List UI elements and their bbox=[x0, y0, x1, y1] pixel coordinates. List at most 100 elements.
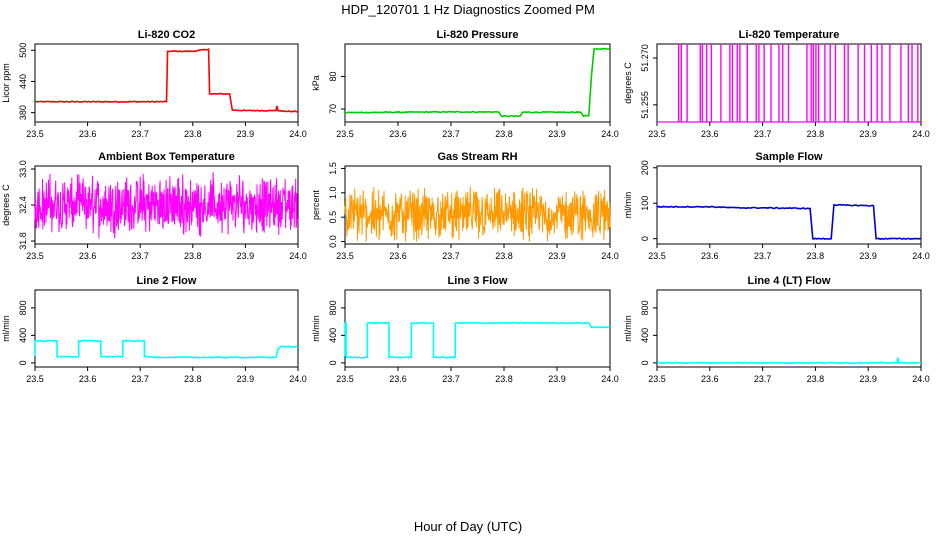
panel-4-ylabel: degrees C bbox=[1, 184, 11, 226]
panel-7-frame bbox=[34, 289, 299, 368]
panel-7-ytick-label-2: 400 bbox=[18, 328, 28, 343]
panel-8-xtick-label-6: 24.0 bbox=[601, 374, 619, 384]
panel-1-title: Li-820 CO2 bbox=[138, 29, 195, 41]
panel-2-xtick-label-4: 23.8 bbox=[495, 129, 513, 139]
panel-8-frame bbox=[344, 289, 611, 368]
panel-7-xtick-label-4: 23.8 bbox=[184, 374, 202, 384]
panel-8-xtick-label-3: 23.7 bbox=[442, 374, 460, 384]
panels: Li-820 CO2 Licor ppm 23.5 23.6 23.7 23.8 23.9 2… bbox=[1, 29, 930, 384]
panel-7-series-1 bbox=[34, 339, 299, 359]
panel-8-series-1 bbox=[344, 321, 611, 359]
panel-9-xtick-label-4: 23.8 bbox=[807, 374, 825, 384]
panel-9-series-1 bbox=[656, 357, 922, 365]
panel-5-ytick-label-1: 0.0 bbox=[328, 235, 338, 248]
panel-6-ytick-label-2: 100 bbox=[640, 196, 650, 211]
panel-5-xtick-label-2: 23.6 bbox=[389, 251, 407, 261]
panel-9-frame bbox=[656, 289, 922, 368]
panel-4-ytick-label-1: 31.8 bbox=[18, 232, 28, 250]
panel-3-xtick-label-5: 23.9 bbox=[859, 129, 877, 139]
panel-6-xtick-label-1: 23.5 bbox=[648, 251, 666, 261]
panel-2-series-1 bbox=[344, 47, 611, 118]
panel-5-ytick-label-3: 1.0 bbox=[328, 187, 338, 200]
panel-7-ytick-label-3: 800 bbox=[18, 300, 28, 315]
panel-6-ytick-label-1: 0 bbox=[640, 236, 650, 241]
panel-8-ylabel: ml/min bbox=[311, 315, 321, 342]
panel-1-xtick-label-4: 23.8 bbox=[184, 129, 202, 139]
panel-9-ytick-label-1: 0 bbox=[640, 360, 650, 365]
panel-7-xtick-label-2: 23.6 bbox=[79, 374, 97, 384]
panel-3: Li-820 Temperature degrees C 23.5 23.6 23.7 2… bbox=[623, 29, 930, 139]
panel-6-ytick-label-3: 200 bbox=[640, 160, 650, 175]
panel-1-series-1 bbox=[34, 47, 299, 113]
panel-9-title: Line 4 (LT) Flow bbox=[748, 275, 831, 287]
panel-3-xtick-label-3: 23.7 bbox=[754, 129, 772, 139]
panel-8-xtick-label-4: 23.8 bbox=[495, 374, 513, 384]
panel-2-title: Li-820 Pressure bbox=[437, 29, 519, 41]
panel-1-xtick-label-6: 24.0 bbox=[289, 129, 307, 139]
panel-7: Line 2 Flow ml/min 23.5 23.6 23.7 23.8 23.9 24.… bbox=[1, 275, 307, 384]
panel-3-ytick-label-1: 51.255 bbox=[640, 91, 650, 119]
panel-9-xtick-label-6: 24.0 bbox=[912, 374, 930, 384]
panel-1-ytick-label-1: 380 bbox=[18, 105, 28, 120]
panel-3-xtick-label-2: 23.6 bbox=[701, 129, 719, 139]
panel-8-ytick-label-2: 400 bbox=[328, 328, 338, 343]
panel-2-ylabel: kPa bbox=[311, 75, 321, 91]
panel-4-xtick-label-6: 24.0 bbox=[289, 251, 307, 261]
panel-3-ytick-label-2: 51.270 bbox=[640, 44, 650, 72]
panel-1-ytick-label-2: 440 bbox=[18, 74, 28, 89]
panel-4-ytick-label-2: 32.4 bbox=[18, 196, 28, 214]
panel-1-xtick-label-1: 23.5 bbox=[26, 129, 44, 139]
panel-5-xtick-label-1: 23.5 bbox=[336, 251, 354, 261]
panel-8-xtick-label-5: 23.9 bbox=[548, 374, 566, 384]
panel-5-ytick-label-4: 1.5 bbox=[328, 162, 338, 175]
panel-7-title: Line 2 Flow bbox=[137, 275, 197, 287]
panel-9-ytick-label-3: 800 bbox=[640, 300, 650, 315]
panel-1: Li-820 CO2 Licor ppm 23.5 23.6 23.7 23.8 23.9 2… bbox=[1, 29, 307, 139]
panel-4-xtick-label-1: 23.5 bbox=[26, 251, 44, 261]
panel-7-ytick-label-1: 0 bbox=[18, 360, 28, 365]
panel-7-xtick-label-6: 24.0 bbox=[289, 374, 307, 384]
panel-1-frame bbox=[34, 43, 299, 123]
panel-6-xtick-label-2: 23.6 bbox=[701, 251, 719, 261]
panel-2-xtick-label-3: 23.7 bbox=[442, 129, 460, 139]
panel-4: Ambient Box Temperature degrees C 23.5 23.6… bbox=[1, 151, 307, 261]
panel-8-ytick-label-3: 800 bbox=[328, 300, 338, 315]
panel-8: Line 3 Flow ml/min 23.5 23.6 23.7 23.8 23.9 24.… bbox=[311, 275, 619, 384]
panel-6: Sample Flow ml/min 23.5 23.6 23.7 23.8 23.9 24.… bbox=[623, 151, 930, 261]
panel-7-ylabel: ml/min bbox=[1, 315, 11, 342]
panel-6-xtick-label-6: 24.0 bbox=[912, 251, 930, 261]
panel-5-ylabel: percent bbox=[311, 189, 321, 220]
panel-4-xtick-label-4: 23.8 bbox=[184, 251, 202, 261]
panel-3-ylabel: degrees C bbox=[623, 62, 633, 104]
panel-4-xtick-label-2: 23.6 bbox=[79, 251, 97, 261]
panel-2-xtick-label-2: 23.6 bbox=[389, 129, 407, 139]
panel-7-xtick-label-1: 23.5 bbox=[26, 374, 44, 384]
panel-9-xtick-label-3: 23.7 bbox=[754, 374, 772, 384]
panel-9: Line 4 (LT) Flow ml/min 23.5 23.6 23.7 23.8 23… bbox=[623, 275, 930, 384]
panel-9-ylabel: ml/min bbox=[623, 315, 633, 342]
figure-xlabel: Hour of Day (UTC) bbox=[414, 519, 522, 534]
panel-9-ytick-label-2: 400 bbox=[640, 328, 650, 343]
panel-5-xtick-label-3: 23.7 bbox=[442, 251, 460, 261]
panel-4-xtick-label-5: 23.9 bbox=[237, 251, 255, 261]
panel-8-xtick-label-1: 23.5 bbox=[336, 374, 354, 384]
panel-9-xtick-label-5: 23.9 bbox=[859, 374, 877, 384]
panel-4-ytick-label-3: 33.0 bbox=[18, 160, 28, 178]
panel-2-frame bbox=[344, 43, 611, 123]
panel-9-xtick-label-2: 23.6 bbox=[701, 374, 719, 384]
panel-3-xtick-label-1: 23.5 bbox=[648, 129, 666, 139]
panel-4-title: Ambient Box Temperature bbox=[98, 151, 235, 163]
panel-6-xtick-label-3: 23.7 bbox=[754, 251, 772, 261]
panel-5: Gas Stream RH percent 23.5 23.6 23.7 23.8 23.9… bbox=[311, 151, 619, 261]
panel-5-ytick-label-2: 0.5 bbox=[328, 211, 338, 224]
panel-6-ylabel: ml/min bbox=[623, 192, 633, 219]
panel-4-series-1 bbox=[34, 172, 299, 239]
panel-7-xtick-label-3: 23.7 bbox=[131, 374, 149, 384]
panel-5-xtick-label-6: 24.0 bbox=[601, 251, 619, 261]
panel-2-ytick-label-2: 80 bbox=[328, 71, 338, 81]
panel-3-xtick-label-4: 23.8 bbox=[807, 129, 825, 139]
panel-2-xtick-label-5: 23.9 bbox=[548, 129, 566, 139]
panel-5-series-1 bbox=[344, 186, 611, 242]
panel-2: Li-820 Pressure kPa 23.5 23.6 23.7 23.8 23.9 24… bbox=[311, 29, 619, 139]
panel-2-ytick-label-1: 70 bbox=[328, 104, 338, 114]
